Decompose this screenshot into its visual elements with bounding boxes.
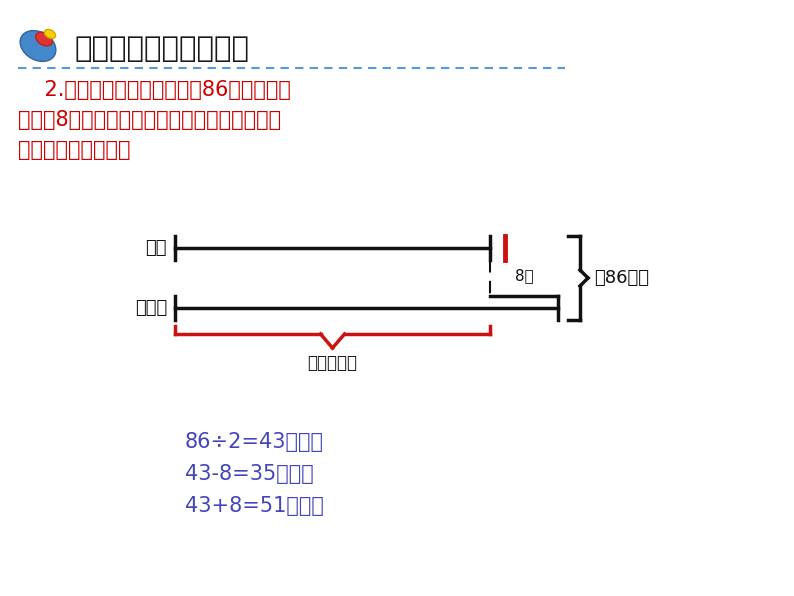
Text: 43+8=51（张）: 43+8=51（张） [185,496,324,516]
Text: 给张宁8张后，两人画片的张数同样多。两人原: 给张宁8张后，两人画片的张数同样多。两人原 [18,110,281,130]
Text: （86）张: （86）张 [594,269,649,287]
Ellipse shape [44,29,56,39]
Text: 86÷2=43（张）: 86÷2=43（张） [185,432,324,452]
Text: 2.张宁和王晓星一共有画片86张。王晓星: 2.张宁和王晓星一共有画片86张。王晓星 [18,80,291,100]
Text: 画线段图分析数量关系: 画线段图分析数量关系 [75,35,250,63]
Ellipse shape [20,30,56,61]
Ellipse shape [36,32,52,46]
Text: 43-8=35（张）: 43-8=35（张） [185,464,314,484]
Text: 两人同样多: 两人同样多 [307,354,357,372]
Text: 8张: 8张 [515,269,534,284]
Text: 来各有画片多少张？: 来各有画片多少张？ [18,140,130,160]
Text: 王晓星: 王晓星 [135,299,167,317]
Text: 张宁: 张宁 [145,239,167,257]
